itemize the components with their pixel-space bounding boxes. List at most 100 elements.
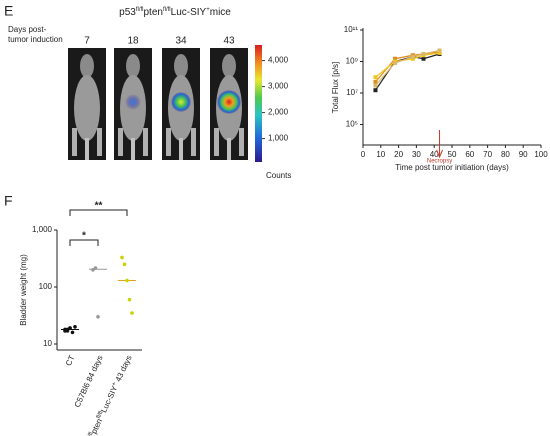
days-label: Days post- — [8, 25, 47, 34]
mouse-head — [80, 54, 94, 78]
mouse-body — [74, 75, 100, 141]
mouse-head — [126, 54, 140, 78]
x-axis-label: Time post tumor initiation (days) — [395, 163, 509, 172]
colorbar — [255, 45, 262, 162]
text-part: C57Bl6 84 days — [73, 354, 105, 409]
day-label: 34 — [175, 36, 187, 47]
dot — [96, 315, 100, 319]
text-part: Luc-SIY — [99, 384, 119, 414]
text-part: p53 — [119, 7, 136, 18]
point — [393, 61, 398, 66]
day-label: 18 — [127, 36, 139, 47]
mouse-tail — [227, 138, 231, 160]
point — [393, 56, 398, 61]
text-part: 43 days — [113, 354, 134, 385]
dot — [127, 297, 132, 302]
superscript: fl/fl — [86, 431, 95, 436]
imaging-title: p53fl/flptenfl/flLuc-SIY+mice — [119, 7, 231, 18]
days-label: tumor induction — [8, 35, 63, 44]
point — [421, 51, 426, 56]
x-tick-label: 20 — [394, 150, 403, 159]
mouse-leg — [97, 128, 102, 156]
point — [373, 75, 378, 80]
point — [373, 88, 378, 93]
dot — [91, 268, 95, 272]
mouse-leg — [118, 128, 123, 156]
mouse-tail — [131, 138, 135, 160]
dot — [122, 262, 127, 267]
point — [373, 79, 378, 84]
dot — [65, 329, 70, 333]
significance-label: ** — [95, 201, 103, 212]
y-tick-label: 10¹¹ — [344, 25, 359, 34]
tumor-signal — [217, 90, 241, 114]
point — [437, 48, 442, 53]
annotation: Necropsy — [427, 159, 452, 165]
mouse-leg — [191, 128, 196, 156]
y-tick-label: 10⁹ — [346, 57, 358, 66]
y-tick-label: 1,000 — [32, 225, 53, 234]
superscript: + — [206, 7, 210, 13]
text-part: mice — [210, 7, 232, 18]
point — [373, 83, 378, 88]
dot — [120, 255, 124, 260]
colorbar-tick-label: 4,000 — [268, 56, 289, 65]
x-tick-label: 100 — [534, 150, 548, 159]
dot — [73, 325, 77, 329]
dot — [93, 266, 98, 270]
mouse-tail — [179, 138, 183, 160]
mouse-leg — [239, 128, 244, 156]
significance-bracket — [69, 209, 128, 216]
y-tick-label: 100 — [39, 282, 53, 291]
annotation-arrowhead — [436, 149, 443, 159]
x-tick-label: C57Bl6 84 days — [73, 354, 105, 409]
colorbar-tick-label: 3,000 — [268, 82, 289, 91]
dot — [70, 330, 75, 335]
x-tick-label: 80 — [501, 150, 510, 159]
mouse-head — [174, 54, 188, 78]
tumor-signal — [125, 94, 141, 110]
y-axis-label: Bladder weight (mg) — [19, 254, 28, 326]
text-part: pten — [144, 7, 163, 18]
x-tick-label: 60 — [465, 150, 474, 159]
superscript: + — [111, 381, 118, 387]
superscript: fl/fl — [136, 7, 144, 13]
x-tick-label: 70 — [483, 150, 492, 159]
significance-label: * — [82, 231, 86, 242]
mouse-leg — [72, 128, 77, 156]
colorbar-tick-label: 1,000 — [268, 134, 289, 143]
y-tick-label: 10 — [43, 339, 52, 348]
day-label: 7 — [84, 36, 90, 47]
mouse-tail — [85, 138, 89, 160]
mouse-leg — [214, 128, 219, 156]
dot — [130, 311, 134, 315]
mouse-head — [222, 54, 236, 78]
y-tick-label: 10⁵ — [346, 120, 358, 129]
x-tick-label: 90 — [519, 150, 528, 159]
y-axis-label: Total Flux [p/s] — [331, 62, 340, 114]
point — [421, 56, 426, 61]
superscript: fl/fl — [96, 410, 105, 419]
point — [437, 50, 442, 55]
panel-label: E — [4, 3, 13, 19]
significance-bracket — [69, 239, 99, 246]
x-tick-label: 50 — [448, 150, 457, 159]
day-label: 43 — [223, 36, 235, 47]
x-tick-label: 10 — [376, 150, 385, 159]
x-tick-label: p53fl/flptenfl/flLuc-SIY+ 43 days — [80, 354, 134, 436]
tumor-signal — [171, 92, 191, 112]
mouse-leg — [166, 128, 171, 156]
x-tick-label: 40 — [430, 150, 439, 159]
x-tick-label: 0 — [361, 150, 366, 159]
panel-label: F — [4, 193, 13, 209]
colorbar-tick-label: 2,000 — [268, 108, 289, 117]
text-part: Luc-SIY — [171, 7, 207, 18]
text-part: pten — [89, 417, 104, 435]
dot — [125, 278, 129, 283]
text-part: CT — [64, 354, 77, 368]
point — [410, 54, 415, 59]
mouse-leg — [143, 128, 148, 156]
dot — [68, 326, 72, 330]
x-tick-label: CT — [64, 354, 77, 368]
